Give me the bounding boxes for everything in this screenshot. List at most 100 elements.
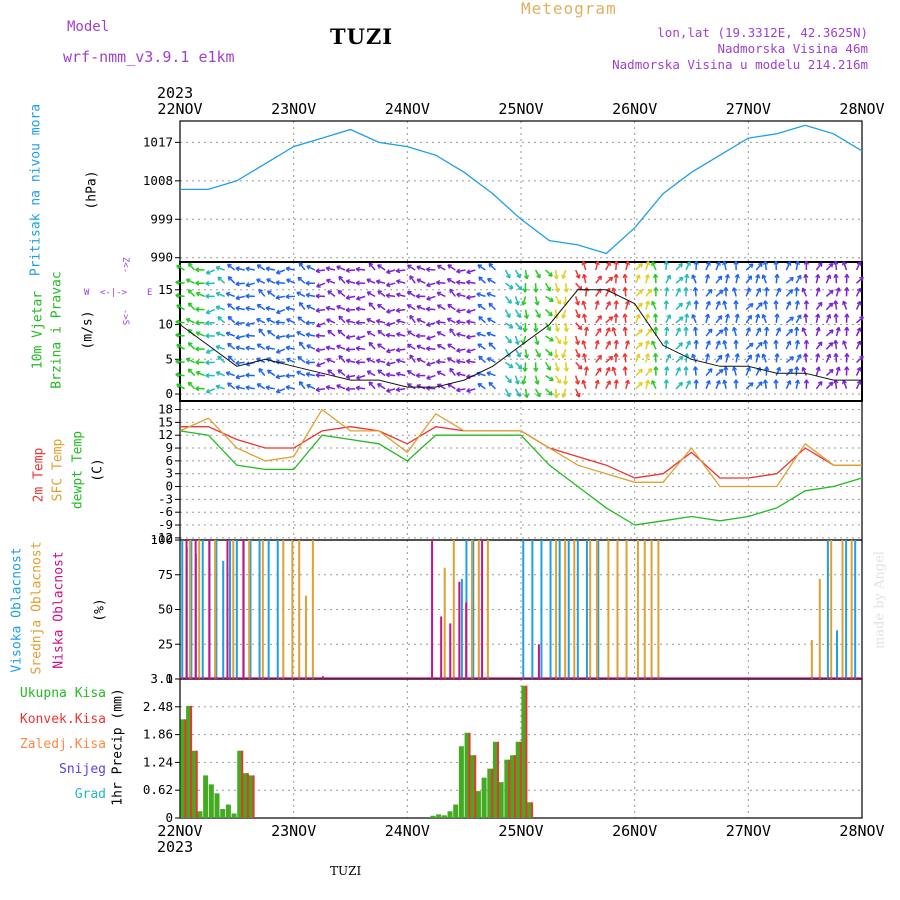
altitude-label: Nadmorska Visina 46m bbox=[717, 41, 868, 56]
wind-arrow-head bbox=[488, 302, 494, 308]
wind-arrow-head bbox=[227, 276, 233, 281]
wind-arrow-head bbox=[205, 293, 210, 299]
wind-arrow bbox=[436, 331, 446, 337]
wind-arrow bbox=[612, 287, 617, 297]
wind-arrow bbox=[396, 293, 406, 298]
wind-arrow bbox=[635, 368, 643, 377]
wind-arrow bbox=[584, 287, 588, 297]
wind-arrow bbox=[534, 296, 539, 306]
wind-arrow bbox=[855, 287, 862, 297]
wind-arrow-head bbox=[486, 331, 492, 337]
y-tick-label: 100 bbox=[150, 532, 173, 547]
wind-arrow-head bbox=[306, 265, 311, 270]
wind-arrow bbox=[715, 329, 724, 337]
wind-arrow-head bbox=[266, 317, 271, 323]
wind-arrow-head bbox=[844, 287, 850, 292]
wind-arrow-head bbox=[466, 308, 471, 314]
wind-arrow bbox=[735, 353, 739, 363]
wind-arrow bbox=[691, 274, 697, 284]
wind-arrow bbox=[554, 309, 558, 319]
wind-arrow-head bbox=[298, 341, 304, 347]
wind-arrow-head bbox=[449, 288, 454, 294]
wind-arrow-head bbox=[707, 368, 713, 373]
wind-arrow bbox=[785, 328, 793, 337]
wind-arrow-head bbox=[267, 290, 272, 295]
wind-arrow-head bbox=[686, 300, 691, 306]
precip-bar bbox=[214, 793, 220, 818]
wind-arrow-head bbox=[227, 355, 233, 361]
wind-arrow-head bbox=[715, 261, 721, 266]
wind-arrow-head bbox=[385, 321, 391, 327]
wind-arrow-head bbox=[794, 339, 801, 345]
wind-arrow-head bbox=[773, 379, 779, 384]
wind-arrow bbox=[265, 386, 275, 390]
footer-station: TUZI bbox=[330, 864, 362, 878]
wind-arrow-head bbox=[235, 334, 240, 340]
wind-arrow-head bbox=[611, 366, 617, 372]
wind-arrow-head bbox=[426, 374, 431, 380]
wind-arrow-head bbox=[449, 367, 454, 373]
wind-arrow-head bbox=[856, 327, 862, 332]
wind-arrow-head bbox=[409, 354, 414, 360]
wind-arrow-head bbox=[678, 355, 684, 361]
wind-arrow bbox=[544, 282, 551, 292]
precip-bar bbox=[242, 773, 248, 818]
wind-arrow bbox=[176, 344, 185, 350]
wind-arrow-head bbox=[651, 261, 656, 266]
wind-arrow-head bbox=[436, 331, 442, 336]
precip-bar bbox=[225, 804, 231, 818]
wind-arrow bbox=[297, 316, 306, 324]
wind-arrow bbox=[745, 263, 754, 271]
wind-arrow-head bbox=[447, 343, 452, 349]
wind-arrow-head bbox=[686, 380, 691, 385]
wind-arrow bbox=[554, 388, 558, 398]
wind-arrow-head bbox=[707, 288, 713, 294]
wind-arrow bbox=[235, 346, 245, 350]
wind-arrow-head bbox=[553, 354, 559, 359]
wind-arrow-head bbox=[534, 301, 540, 306]
wind-arrow-head bbox=[548, 391, 553, 396]
wind-arrow-head bbox=[447, 264, 452, 269]
wind-arrow bbox=[834, 260, 838, 271]
wind-arrow-head bbox=[385, 293, 391, 299]
wind-arrow bbox=[258, 288, 266, 297]
wind-arrow bbox=[845, 353, 848, 363]
wind-arrow-head bbox=[536, 353, 541, 358]
wind-arrow bbox=[276, 269, 286, 275]
wind-arrow bbox=[426, 374, 436, 380]
date-tick-bottom: 22NOV bbox=[157, 822, 202, 840]
wind-arrow-head bbox=[842, 379, 847, 385]
wind-arrow bbox=[762, 353, 767, 363]
wind-arrow-head bbox=[436, 291, 442, 297]
wind-arrow-head bbox=[801, 366, 807, 372]
y-tick-label: 1008 bbox=[143, 173, 173, 188]
wind-arrow bbox=[245, 346, 255, 350]
wind-arrow-head bbox=[575, 392, 581, 398]
wind-arrow-head bbox=[456, 292, 461, 298]
precip-bar bbox=[474, 755, 477, 818]
wind-arrow-head bbox=[581, 379, 587, 385]
model-altitude-label: Nadmorska Visina u modelu 214.216m bbox=[612, 57, 868, 72]
wind-arrow-head bbox=[786, 380, 792, 385]
wind-arrow-head bbox=[315, 333, 320, 339]
wind-arrow-head bbox=[635, 353, 641, 359]
y-tick-label: 3 bbox=[165, 466, 173, 481]
wind-arrow-head bbox=[425, 266, 431, 273]
wind-arrow bbox=[755, 287, 761, 297]
wind-arrow-head bbox=[606, 380, 611, 385]
wind-arrow-head bbox=[686, 261, 691, 266]
wind-arrow-head bbox=[478, 276, 483, 282]
wind-arrow-head bbox=[256, 343, 262, 349]
wind-arrow-head bbox=[368, 262, 374, 268]
wind-arrow-head bbox=[788, 328, 794, 334]
wind-arrow bbox=[215, 266, 225, 271]
wind-arrow bbox=[645, 274, 649, 284]
wind-arrow bbox=[215, 345, 225, 350]
wind-arrow bbox=[795, 274, 802, 284]
wind-arrow-head bbox=[815, 326, 821, 332]
wind-arrow-head bbox=[386, 308, 391, 314]
wind-arrow-head bbox=[718, 368, 724, 374]
wind-arrow-head bbox=[652, 353, 659, 358]
precip-bar bbox=[447, 811, 453, 818]
wind-arrow bbox=[487, 357, 496, 364]
